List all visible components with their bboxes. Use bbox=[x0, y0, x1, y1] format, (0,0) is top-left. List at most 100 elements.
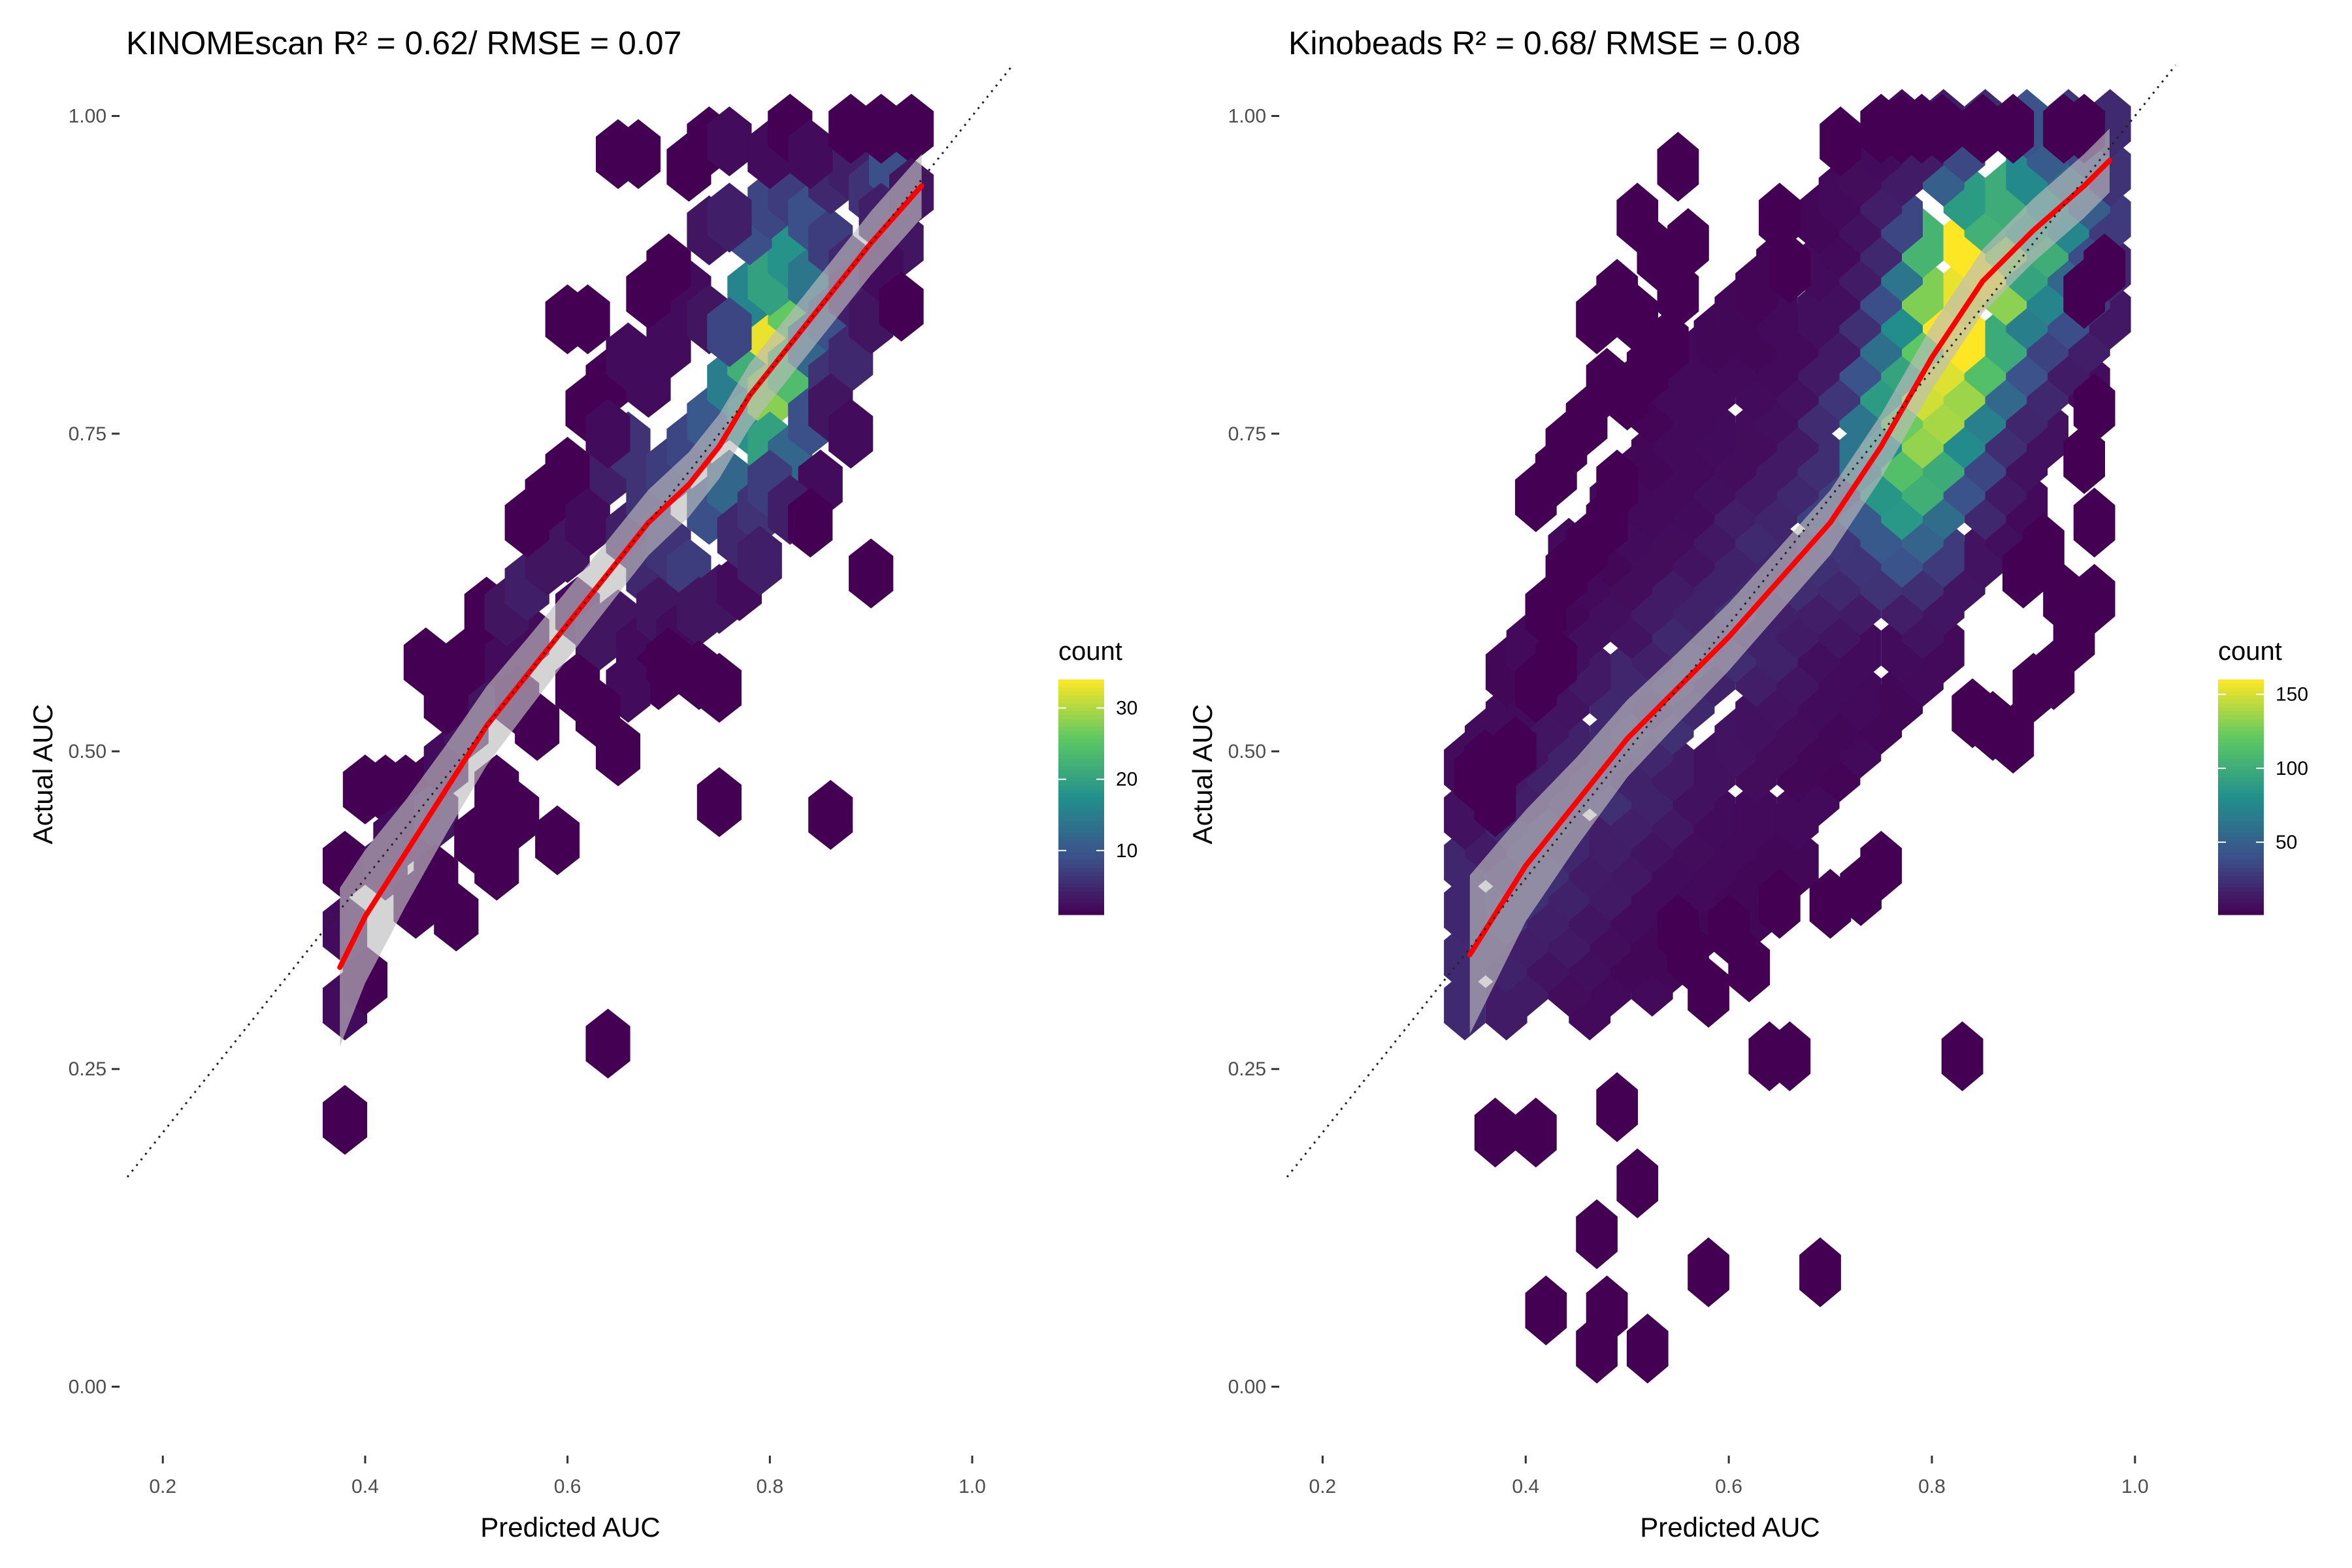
hexbin-cell bbox=[707, 106, 752, 176]
smooth-layer bbox=[1467, 128, 2112, 1034]
colorbar-segment bbox=[2218, 762, 2264, 766]
x-tick-label: 0.2 bbox=[149, 1476, 176, 1497]
hexbin-cell bbox=[696, 767, 742, 838]
colorbar-segment bbox=[2218, 758, 2264, 762]
colorbar-segment bbox=[2218, 836, 2264, 841]
y-tick-label: 0.00 bbox=[69, 1376, 106, 1397]
hexbin-cell bbox=[474, 830, 519, 901]
hexbin-cell bbox=[2023, 513, 2065, 583]
smooth-line bbox=[1467, 157, 2112, 958]
colorbar-segment bbox=[2218, 742, 2264, 747]
colorbar-segment bbox=[1058, 762, 1104, 766]
x-tick-label: 0.6 bbox=[554, 1476, 581, 1497]
hexbin-cell bbox=[2073, 373, 2115, 444]
colorbar-segment bbox=[2218, 679, 2264, 684]
panel-kinomescan: 0.2 0.4 0.6 0.8 1.0 0.00 0.25 0.50 0.75 1.00 KINO… bbox=[27, 25, 1137, 1543]
colorbar-segment bbox=[2218, 887, 2264, 892]
colorbar-segment bbox=[1058, 785, 1104, 790]
panel-title: Kinobeads R² = 0.68/ RMSE = 0.08 bbox=[1288, 25, 1801, 61]
colorbar-segment bbox=[1058, 840, 1104, 845]
colorbar-segment bbox=[2218, 750, 2264, 755]
colorbar-segment bbox=[1058, 828, 1104, 833]
colorbar-label: 30 bbox=[1116, 698, 1137, 719]
hexbin-cell bbox=[1992, 93, 2034, 164]
colorbar-segment bbox=[1058, 872, 1104, 876]
hexbin-cell bbox=[1769, 233, 1811, 304]
hexbin-cell bbox=[1735, 779, 1777, 850]
colorbar-segment bbox=[2218, 883, 2264, 888]
colorbar-label: 150 bbox=[2276, 684, 2308, 706]
colorbar-segment bbox=[1058, 797, 1104, 802]
colorbar-segment bbox=[1058, 730, 1104, 735]
smooth-line bbox=[337, 183, 924, 970]
hexbin-layer bbox=[1444, 89, 2131, 1384]
colorbar-segment bbox=[2218, 868, 2264, 872]
colorbar-segment bbox=[2218, 777, 2264, 782]
colorbar-segment bbox=[1058, 852, 1104, 857]
colorbar-segment bbox=[1058, 813, 1104, 817]
hexbin-cell bbox=[1759, 868, 1801, 939]
colorbar-segment bbox=[2218, 746, 2264, 751]
hexbin-cell bbox=[585, 1008, 630, 1079]
hexbin-cell bbox=[565, 284, 610, 355]
colorbar-segment bbox=[1058, 836, 1104, 841]
y-tick-label: 0.50 bbox=[69, 741, 106, 762]
hexbin-cell bbox=[1769, 1021, 1811, 1092]
hexbin-cell bbox=[879, 271, 924, 342]
colorbar-segment bbox=[2218, 825, 2264, 829]
hexbin-cell bbox=[1525, 1275, 1567, 1346]
colorbar-segment bbox=[2218, 832, 2264, 837]
hexbin-cell bbox=[696, 653, 742, 723]
colorbar-segment bbox=[1058, 742, 1104, 747]
colorbar-segment bbox=[2218, 864, 2264, 868]
colorbar-segment bbox=[1058, 821, 1104, 825]
colorbar-segment bbox=[1058, 723, 1104, 727]
colorbar-segment bbox=[2218, 789, 2264, 794]
colorbar-segment bbox=[1058, 777, 1104, 782]
colorbar-segment bbox=[1058, 903, 1104, 907]
hexbin-cell bbox=[1799, 1237, 1841, 1307]
colorbar-segment bbox=[1058, 805, 1104, 809]
legend: count 50 100 150 bbox=[2218, 637, 2308, 915]
hexbin-cell bbox=[1494, 716, 1537, 787]
colorbar-segment bbox=[2218, 852, 2264, 857]
y-tick-label: 0.75 bbox=[69, 423, 106, 445]
hexbin-cell bbox=[808, 779, 853, 850]
colorbar-segment bbox=[1058, 844, 1104, 849]
legend-title: count bbox=[2218, 637, 2282, 666]
x-tick-label: 0.6 bbox=[1715, 1476, 1742, 1497]
hexbin-cell bbox=[737, 525, 782, 596]
colorbar-segment bbox=[2218, 723, 2264, 727]
colorbar-segment bbox=[2218, 695, 2264, 700]
colorbar-segment bbox=[1058, 707, 1104, 711]
hexbin-cell bbox=[555, 653, 600, 723]
colorbar-segment bbox=[1058, 793, 1104, 798]
legend-title: count bbox=[1058, 637, 1122, 666]
colorbar-segment bbox=[1058, 848, 1104, 853]
colorbar-segment bbox=[2218, 785, 2264, 790]
panel-kinobeads: 0.2 0.4 0.6 0.8 1.0 0.00 0.25 0.50 0.75 1.00 Kino… bbox=[1187, 25, 2308, 1543]
colorbar-segment bbox=[1058, 699, 1104, 704]
colorbar-segment bbox=[1058, 832, 1104, 837]
hexbin-cell bbox=[1708, 894, 1750, 964]
hexbin-cell bbox=[1860, 830, 1903, 901]
colorbar-segment bbox=[2218, 770, 2264, 774]
colorbar-segment bbox=[2218, 911, 2264, 915]
colorbar-segment bbox=[2218, 907, 2264, 911]
x-tick-label: 0.8 bbox=[756, 1476, 783, 1497]
hexbin-cell bbox=[2033, 640, 2075, 710]
colorbar-segment bbox=[2218, 895, 2264, 900]
hexbin-cell bbox=[1952, 678, 1993, 749]
colorbar-segment bbox=[2218, 828, 2264, 833]
colorbar-segment bbox=[2218, 856, 2264, 860]
colorbar-segment bbox=[2218, 817, 2264, 821]
colorbar-segment bbox=[2218, 891, 2264, 896]
x-tick-label: 0.2 bbox=[1309, 1476, 1337, 1497]
hexbin-cell bbox=[1596, 449, 1638, 519]
colorbar-segment bbox=[2218, 711, 2264, 715]
colorbar-segment bbox=[1058, 711, 1104, 715]
colorbar-segment bbox=[2218, 703, 2264, 708]
hexbin-cell bbox=[1514, 1098, 1557, 1168]
colorbar-segment bbox=[2218, 687, 2264, 692]
colorbar-segment bbox=[2218, 899, 2264, 904]
